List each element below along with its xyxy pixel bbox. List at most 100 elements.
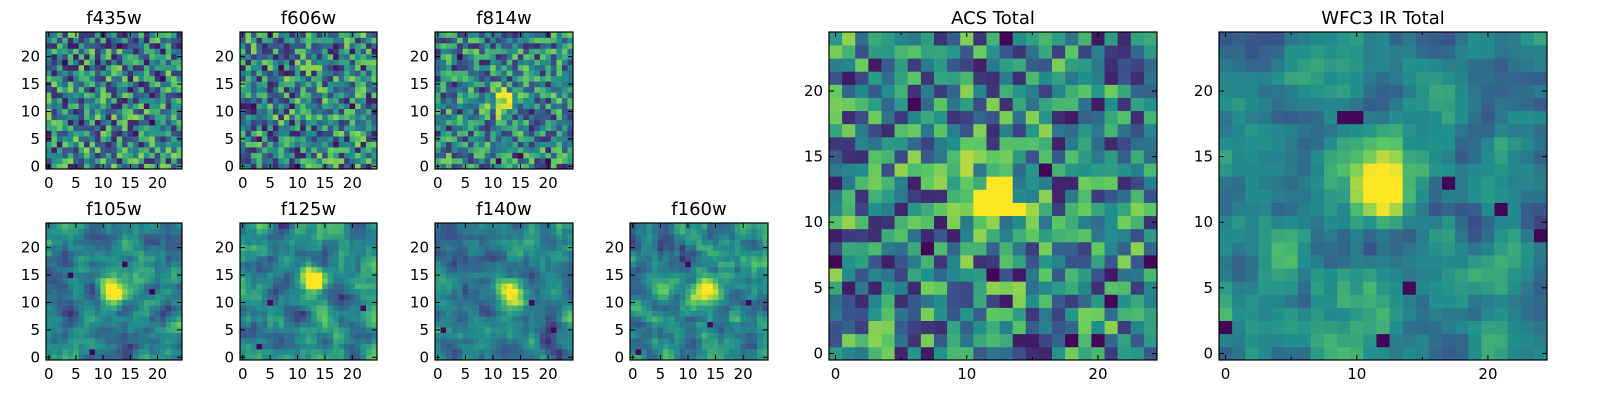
heatmap-cell [366, 288, 372, 295]
heatmap-cell [528, 42, 535, 49]
heatmap-cell [973, 268, 987, 282]
heatmap-cell [89, 70, 96, 77]
heatmap-cell [67, 108, 74, 115]
heatmap-cell [94, 261, 101, 268]
heatmap-cell [550, 81, 557, 88]
heatmap-cell [567, 343, 574, 350]
heatmap-cell [696, 305, 703, 312]
heatmap-cell [696, 261, 703, 268]
heatmap-cell [127, 250, 134, 257]
heatmap-cell [78, 239, 85, 246]
heatmap-cell [462, 141, 469, 148]
heatmap-cell [1065, 307, 1079, 321]
heatmap-cell [740, 255, 747, 262]
heatmap-cell [762, 228, 769, 235]
heatmap-cell [305, 255, 312, 262]
heatmap-cell [451, 152, 458, 159]
heatmap-cell [707, 310, 714, 317]
heatmap-cell [360, 81, 367, 88]
heatmap-cell [56, 32, 63, 38]
heatmap-cell [105, 354, 112, 361]
heatmap-cell [62, 288, 69, 295]
heatmap-cell [62, 305, 69, 312]
heatmap-cells [435, 223, 574, 361]
heatmap-cell [78, 59, 85, 66]
heatmap-cell [550, 349, 557, 355]
heatmap-cell [718, 233, 725, 240]
heatmap-cell [1052, 307, 1066, 321]
heatmap-cell [528, 75, 535, 82]
heatmap-cell [154, 255, 161, 262]
heatmap-cell [89, 343, 96, 350]
heatmap-cell [495, 53, 502, 60]
heatmap-cell [143, 48, 150, 55]
heatmap-cell [501, 70, 508, 77]
heatmap-cell [127, 158, 134, 164]
heatmap-cell [512, 255, 519, 262]
heatmap-cell [46, 114, 52, 121]
heatmap-cell [116, 288, 123, 295]
heatmap-cell [327, 141, 334, 148]
heatmap-cell [250, 255, 257, 262]
heatmap-cell [729, 310, 736, 317]
heatmap-cell [473, 125, 480, 131]
heatmap-cell [451, 86, 458, 93]
heatmap-cell [641, 277, 647, 284]
heatmap-cell [344, 233, 350, 240]
heatmap-cell [62, 125, 69, 131]
heatmap-cell [690, 321, 697, 328]
heatmap-cell [160, 261, 167, 268]
heatmap-cell [539, 152, 546, 159]
heatmap-cell [250, 92, 257, 99]
heatmap-cell [272, 349, 279, 355]
heatmap-cell [517, 70, 524, 77]
heatmap-cell [556, 321, 563, 328]
heatmap-cell [484, 338, 491, 344]
heatmap-cell [261, 261, 268, 268]
heatmap-cell [100, 108, 107, 115]
heatmap-cell [462, 332, 469, 339]
heatmap-cell [73, 332, 79, 339]
heatmap-cell [690, 261, 697, 268]
heatmap-cell [322, 266, 329, 273]
heatmap-cell [111, 343, 118, 350]
heatmap-cell [67, 141, 74, 148]
heatmap-cell [176, 37, 183, 44]
heatmap-cell [734, 316, 741, 322]
heatmap-cell [261, 42, 268, 49]
heatmap-cell [267, 349, 274, 355]
heatmap-cell [451, 103, 458, 110]
heatmap-cell [311, 32, 318, 38]
heatmap-cell [94, 327, 101, 333]
heatmap-cell [756, 349, 763, 355]
heatmap-cell [506, 228, 513, 235]
heatmap-cell [371, 114, 378, 121]
heatmap-cell [718, 261, 725, 268]
heatmap-cell [149, 108, 156, 115]
heatmap-cell [545, 141, 552, 148]
heatmap-cell [567, 305, 574, 312]
heatmap-cell [366, 338, 372, 344]
heatmap-cell [127, 261, 134, 268]
heatmap-cell [1130, 255, 1145, 269]
heatmap-cell [122, 261, 128, 268]
heatmap-cell [646, 305, 653, 312]
heatmap-cell [84, 283, 90, 290]
heatmap-cell [127, 70, 134, 77]
heatmap-cell [523, 288, 530, 295]
heatmap-cell [545, 255, 552, 262]
heatmap-cell [973, 228, 987, 243]
heatmap-cell [440, 327, 447, 333]
heatmap-cell [947, 333, 961, 348]
heatmap-cell [371, 119, 378, 126]
heatmap-cell [1078, 294, 1092, 308]
heatmap-cell [567, 250, 574, 257]
heatmap-cell [1104, 255, 1118, 269]
heatmap-cell [333, 48, 339, 55]
heatmap-cell [138, 261, 145, 268]
heatmap-cell [105, 136, 112, 142]
heatmap-cell [484, 42, 491, 49]
heatmap-cell [1038, 320, 1053, 335]
heatmap-cell [143, 349, 150, 355]
